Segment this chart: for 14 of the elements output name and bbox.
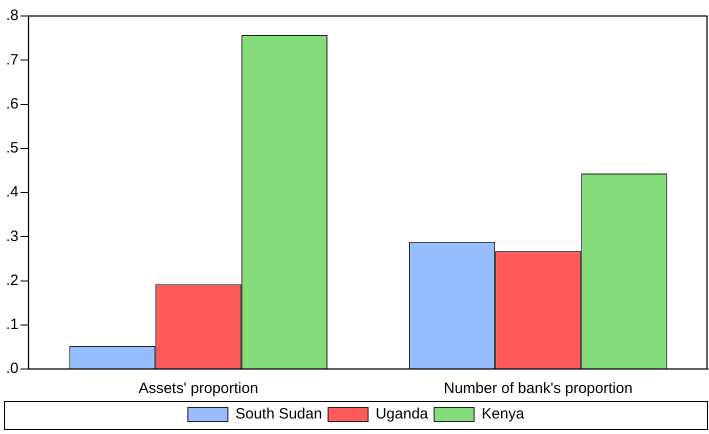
x-tick-label: Number of bank's proportion bbox=[444, 380, 633, 398]
legend-label: South Sudan bbox=[235, 406, 322, 423]
y-tick-label: .1 bbox=[6, 316, 19, 334]
legend-label: Uganda bbox=[376, 406, 429, 423]
y-tick-label: .4 bbox=[6, 184, 19, 201]
y-tick-label: .3 bbox=[6, 228, 19, 245]
y-tick-label: .7 bbox=[6, 51, 19, 68]
y-tick-label: .8 bbox=[6, 7, 19, 24]
y-tick-label: .0 bbox=[6, 360, 19, 378]
x-tick-label: Assets' proportion bbox=[138, 380, 258, 398]
y-tick-label: .5 bbox=[6, 140, 19, 157]
y-tick-label: .6 bbox=[6, 95, 19, 112]
y-tick-label: .2 bbox=[6, 272, 19, 289]
legend-label: Kenya bbox=[482, 406, 525, 423]
